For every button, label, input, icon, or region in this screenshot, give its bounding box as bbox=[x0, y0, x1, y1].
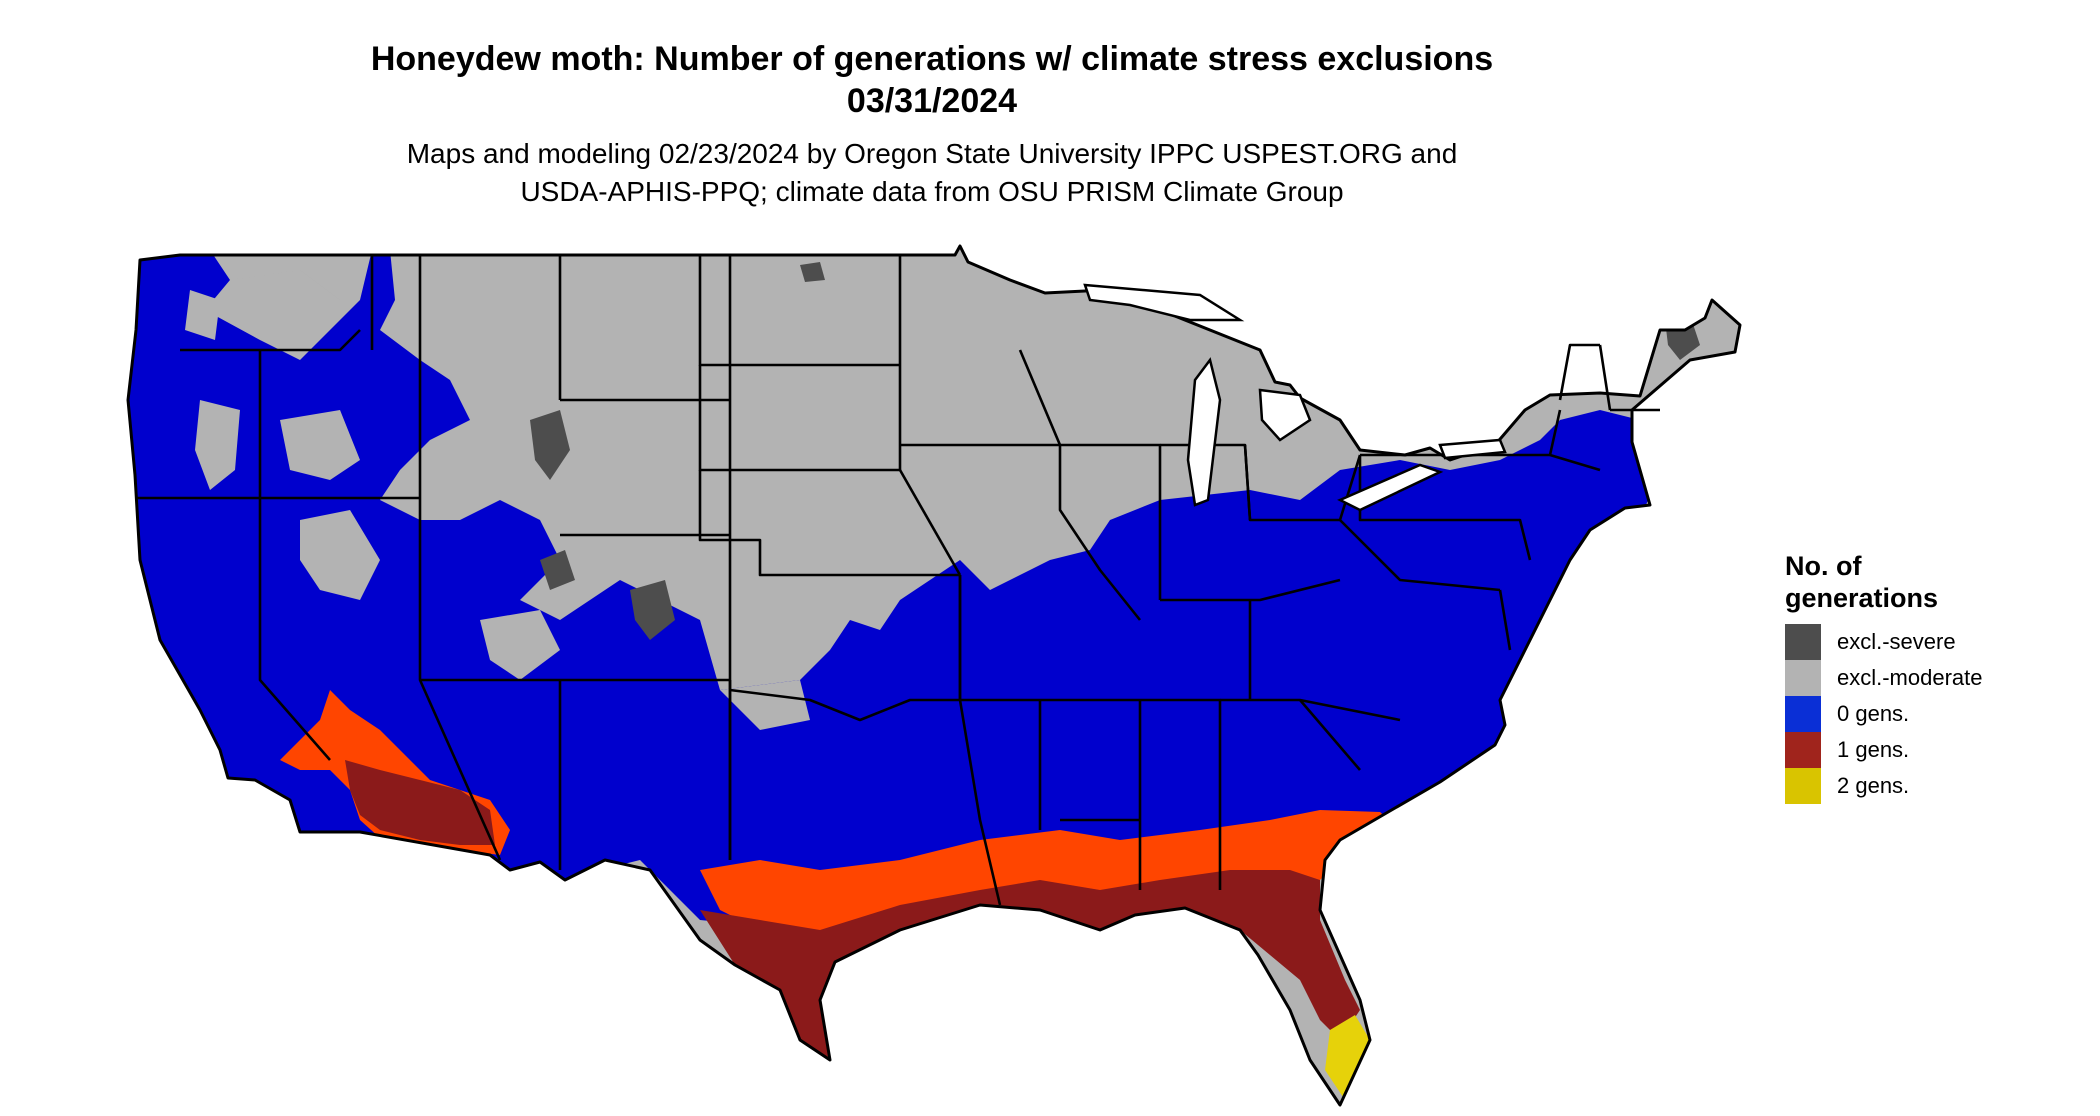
state-boundary bbox=[1400, 518, 1532, 561]
state-boundary bbox=[180, 329, 361, 352]
state-boundary bbox=[1498, 589, 1512, 651]
region-excl-moderate bbox=[300, 510, 380, 600]
state-boundary bbox=[1299, 699, 1361, 771]
lake-michigan bbox=[1186, 357, 1222, 507]
state-boundary bbox=[1358, 455, 1400, 522]
legend-label: excl.-severe bbox=[1837, 629, 1956, 654]
region-one-gen bbox=[700, 870, 1360, 1060]
state-boundary bbox=[698, 470, 960, 577]
state-boundary bbox=[1243, 444, 1362, 522]
region-excl-severe bbox=[540, 550, 575, 590]
region-excl-moderate bbox=[195, 400, 240, 490]
us-border bbox=[126, 244, 1742, 1107]
lake-superior bbox=[1083, 283, 1245, 322]
map-credit-line-1: Maps and modeling 02/23/2024 by Oregon S… bbox=[406, 138, 1458, 169]
state-boundary bbox=[898, 469, 962, 576]
state-boundary bbox=[1018, 349, 1062, 446]
legend-items: excl.-severe excl.-moderate 0 gens. 1 gens.… bbox=[1785, 624, 2075, 804]
state-boundary bbox=[1549, 453, 1601, 472]
lake-ontario bbox=[1438, 438, 1507, 460]
state-boundary bbox=[958, 699, 1002, 906]
lake-erie bbox=[1337, 463, 1444, 512]
legend-item: excl.-moderate bbox=[1785, 660, 2075, 696]
state-boundary bbox=[1598, 344, 1612, 411]
region-excl-moderate bbox=[185, 290, 220, 340]
legend-label: 1 gens. bbox=[1837, 737, 1910, 762]
legend-label: excl.-moderate bbox=[1837, 665, 1983, 690]
map-title: Honeydew moth: Number of generations w/ … bbox=[370, 40, 1494, 78]
legend-swatch bbox=[1785, 732, 1821, 768]
region-one-gen-edge bbox=[700, 810, 1400, 940]
legend-title-line-2: generations bbox=[1785, 583, 1939, 613]
map-date: 03/31/2024 bbox=[846, 82, 1018, 120]
region-excl-moderate bbox=[480, 610, 560, 680]
region-excl-severe bbox=[800, 262, 825, 282]
legend-title: No. of generations bbox=[1785, 550, 2075, 614]
legend-swatch bbox=[1785, 768, 1821, 804]
legend-swatch bbox=[1785, 660, 1821, 696]
state-boundary bbox=[1160, 578, 1341, 602]
region-excl-moderate bbox=[280, 410, 360, 480]
state-boundary bbox=[258, 350, 331, 761]
map-credit-line-2: USDA-APHIS-PPQ; climate data from OSU PR… bbox=[520, 176, 1344, 207]
legend-item: 0 gens. bbox=[1785, 696, 2075, 732]
state-boundary bbox=[1058, 445, 1142, 621]
region-excl-severe bbox=[530, 410, 570, 480]
legend-item: 1 gens. bbox=[1785, 732, 2075, 768]
legend-swatch bbox=[1785, 624, 1821, 660]
legend-item: 2 gens. bbox=[1785, 768, 2075, 804]
region-one-gen bbox=[345, 760, 495, 845]
state-boundary bbox=[1558, 343, 1600, 401]
legend: No. of generations excl.-severe excl.-mod… bbox=[1785, 550, 2075, 804]
region-excl-moderate bbox=[230, 270, 340, 340]
region-excl-severe bbox=[630, 580, 675, 640]
state-boundary bbox=[1339, 519, 1501, 592]
legend-item: excl.-severe bbox=[1785, 624, 2075, 660]
legend-swatch bbox=[1785, 696, 1821, 732]
legend-label: 2 gens. bbox=[1837, 773, 1910, 798]
legend-title-line-1: No. of bbox=[1785, 551, 1862, 581]
lake-huron bbox=[1258, 388, 1312, 442]
region-zero-gens bbox=[128, 250, 1660, 930]
legend-label: 0 gens. bbox=[1837, 701, 1910, 726]
